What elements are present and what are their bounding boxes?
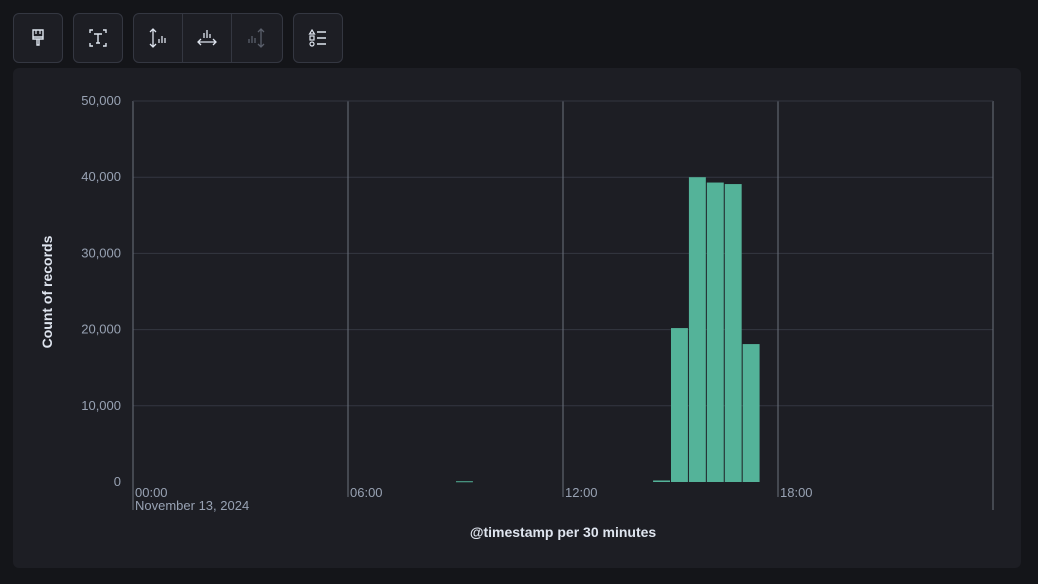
horizontal-axis-icon [197, 30, 217, 46]
y-tick-label: 20,000 [81, 322, 121, 337]
histogram-bar[interactable] [742, 344, 760, 482]
text-format-button[interactable] [74, 14, 122, 62]
legend-button[interactable] [294, 14, 342, 62]
vertical-axis-icon [149, 28, 166, 48]
y-tick-label: 30,000 [81, 245, 121, 260]
x-tick-label: 12:00 [565, 485, 598, 500]
brush-button[interactable] [14, 14, 62, 62]
gridlines [132, 100, 994, 510]
x-tick-label: 06:00 [350, 485, 383, 500]
y-tick-label: 0 [114, 474, 121, 489]
left-axis-button[interactable] [134, 14, 182, 62]
x-axis-title: @timestamp per 30 minutes [470, 524, 657, 540]
histogram-chart: 0 10,000 20,000 30,000 40,000 50,000 00:00Nov… [39, 93, 994, 540]
y-axis-ticks: 0 10,000 20,000 30,000 40,000 50,000 [81, 93, 121, 489]
histogram-bar[interactable] [456, 481, 473, 483]
x-tick-label: 18:00 [780, 485, 813, 500]
chart-panel: 0 10,000 20,000 30,000 40,000 50,000 00:00 Nov… [13, 68, 1021, 568]
axis-button-group [133, 13, 283, 63]
legend-button-group [293, 13, 343, 63]
histogram-bar[interactable] [688, 177, 706, 482]
bottom-axis-button[interactable] [182, 14, 231, 62]
histogram-bar[interactable] [671, 328, 688, 482]
brush-icon [32, 29, 44, 46]
right-axis-icon [248, 28, 265, 48]
right-axis-button[interactable] [231, 14, 280, 62]
histogram-bar[interactable] [706, 182, 724, 482]
histogram-bar[interactable] [653, 480, 670, 482]
legend-icon [308, 28, 326, 47]
y-axis-title: Count of records [39, 235, 55, 348]
histogram-bar[interactable] [724, 184, 742, 483]
y-tick-label: 50,000 [81, 93, 121, 108]
y-tick-label: 40,000 [81, 169, 121, 184]
text-button-group [73, 13, 123, 63]
bar-series [456, 177, 760, 483]
x-tick-sublabel: November 13, 2024 [135, 498, 249, 513]
x-tick-label: 00:00 [135, 485, 168, 500]
y-tick-label: 10,000 [81, 398, 121, 413]
style-button-group [13, 13, 63, 63]
text-format-icon [89, 29, 107, 47]
